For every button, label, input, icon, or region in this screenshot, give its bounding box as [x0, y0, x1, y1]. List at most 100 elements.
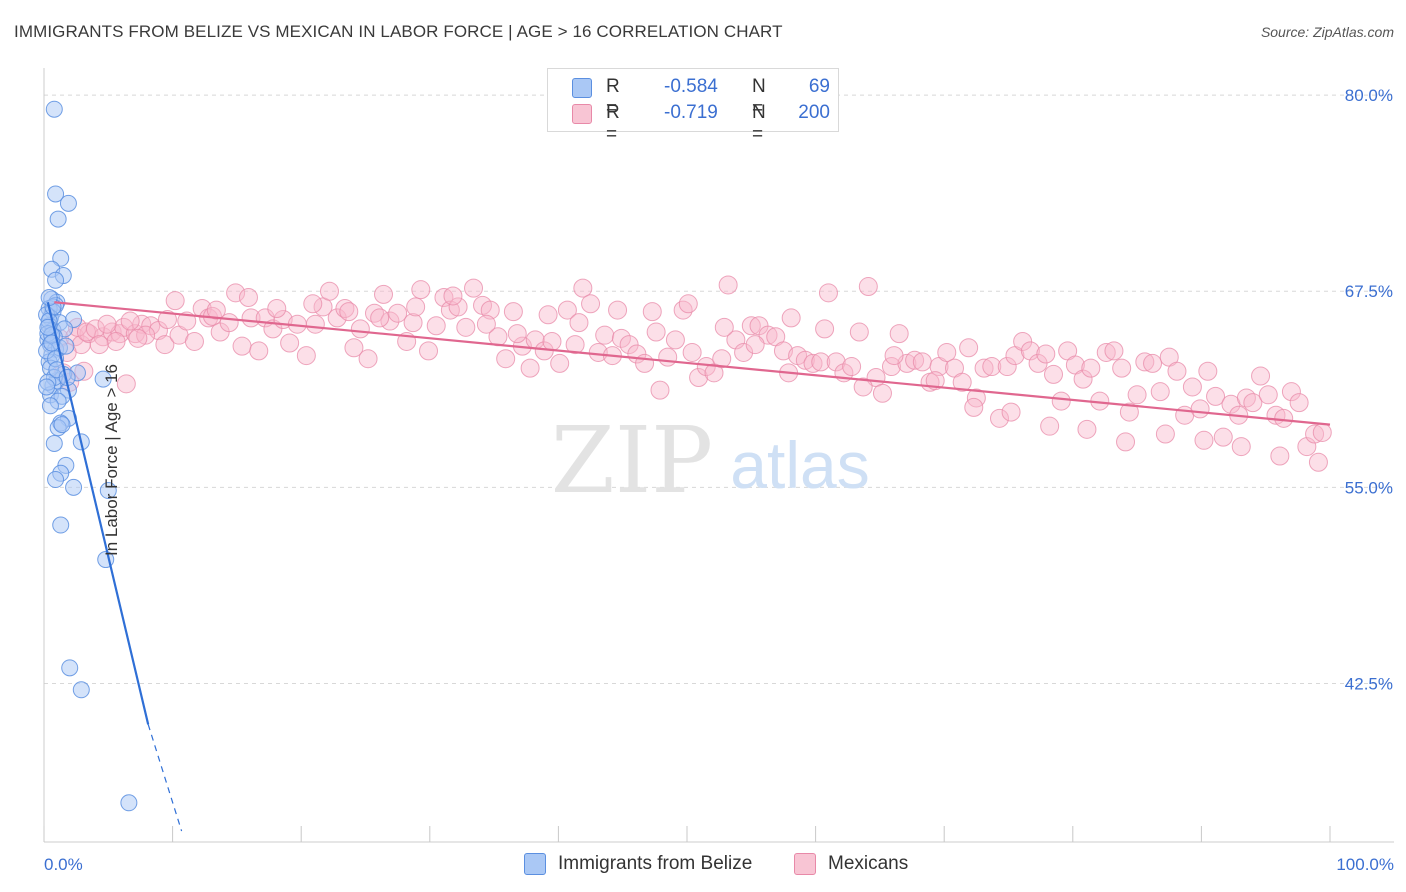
mexican-point	[1251, 366, 1271, 386]
mexican-point	[959, 338, 979, 358]
mexican-point	[411, 280, 431, 300]
mexican-point	[1116, 432, 1136, 452]
mexican-point	[881, 357, 901, 377]
mexican-point	[507, 324, 527, 344]
mexican-point	[1119, 402, 1139, 422]
mexican-point	[1243, 393, 1263, 413]
mexican-point	[476, 314, 496, 334]
mexican-point	[889, 324, 909, 344]
mexican-point	[853, 377, 873, 397]
mexican-point	[974, 358, 994, 378]
mexican-point	[673, 300, 693, 320]
mexican-point	[1150, 382, 1170, 402]
mexican-point	[403, 313, 423, 333]
mexican-point	[503, 302, 523, 322]
belize-point	[47, 271, 65, 289]
mexican-point	[388, 303, 408, 323]
mexican-point	[319, 281, 339, 301]
mexican-point	[635, 353, 655, 373]
mexican-point	[642, 302, 662, 322]
mexican-point	[741, 316, 761, 336]
mexican-point	[608, 300, 628, 320]
mexican-point	[305, 314, 325, 334]
mexican-point	[226, 283, 246, 303]
mexican-point	[120, 311, 140, 331]
mexican-point	[905, 350, 925, 370]
belize-r-value: -0.584	[664, 76, 718, 97]
mexican-point	[714, 317, 734, 337]
mexican-point	[912, 352, 932, 372]
mexican-point	[573, 278, 593, 298]
mexican-point	[588, 342, 608, 362]
mexican-point	[1013, 331, 1033, 351]
mexican-point	[238, 288, 258, 308]
mexican-point	[267, 299, 287, 319]
belize-legend-label: Immigrants from Belize	[558, 853, 753, 874]
mexican-point	[89, 335, 109, 355]
axes	[43, 68, 1394, 843]
mexican-point	[665, 330, 685, 350]
tick-labels: 42.5% 55.0% 67.5% 80.0% 0.0% 100.0%	[44, 86, 1394, 874]
mexican-point	[937, 342, 957, 362]
mexicans-trend-line	[54, 301, 1331, 426]
mexican-point	[480, 300, 500, 320]
mexican-point	[177, 311, 197, 331]
mexican-point	[1281, 382, 1301, 402]
mexican-point	[1305, 424, 1325, 444]
mexican-point	[1182, 377, 1202, 397]
mexican-point	[184, 331, 204, 351]
mexican-point	[1194, 430, 1214, 450]
mexican-point	[712, 349, 732, 369]
belize-point	[61, 659, 79, 677]
mexican-point	[1231, 437, 1251, 457]
mexican-point	[964, 397, 984, 417]
mexican-point	[1190, 399, 1210, 419]
belize-point	[47, 185, 65, 203]
belize-point	[53, 416, 71, 434]
mexican-point	[1112, 358, 1132, 378]
mexican-point	[734, 342, 754, 362]
mexican-point	[155, 335, 175, 355]
mexicans-swatch	[572, 104, 592, 124]
mexican-point	[1312, 422, 1332, 442]
mexican-point	[826, 352, 846, 372]
belize-point	[65, 478, 83, 496]
mexicans-r-value: -0.719	[664, 102, 718, 123]
mexican-point	[1036, 344, 1056, 364]
mexican-point	[1213, 427, 1233, 447]
watermark: ZIP atlas	[551, 407, 870, 514]
correlation-legend: R = -0.584 N = 69 R = -0.719 N = 200	[547, 68, 839, 145]
y-axis-label: In Labor Force | Age > 16	[102, 363, 122, 557]
mexican-point	[1135, 352, 1155, 372]
mexican-point	[773, 341, 793, 361]
mexican-point	[595, 325, 615, 345]
mexican-point	[1040, 416, 1060, 436]
mexican-point	[426, 316, 446, 336]
x-tick-label-min: 0.0%	[44, 855, 83, 874]
y-tick-label: 80.0%	[1345, 86, 1393, 105]
belize-point	[38, 378, 56, 396]
mexican-point	[1081, 358, 1101, 378]
y-tick-label: 55.0%	[1345, 478, 1393, 497]
mexican-point	[1001, 402, 1021, 422]
mexican-point	[128, 328, 148, 348]
r-label: R =	[606, 76, 620, 119]
mexican-point	[406, 297, 426, 317]
y-tick-label: 67.5%	[1345, 282, 1393, 301]
mexican-point	[380, 311, 400, 331]
mexican-point	[327, 308, 347, 328]
mexican-point	[611, 328, 631, 348]
mexican-point	[1077, 419, 1097, 439]
mexican-point	[303, 294, 323, 314]
belize-point	[45, 100, 63, 118]
mexican-point	[542, 331, 562, 351]
mexican-point	[1028, 353, 1048, 373]
mexican-point	[550, 353, 570, 373]
belize-point	[72, 681, 90, 699]
mexicans-legend-label: Mexicans	[828, 853, 909, 874]
mexican-point	[1096, 342, 1116, 362]
belize-point	[120, 794, 138, 812]
mexican-point	[1289, 393, 1309, 413]
mexican-point	[982, 357, 1002, 377]
